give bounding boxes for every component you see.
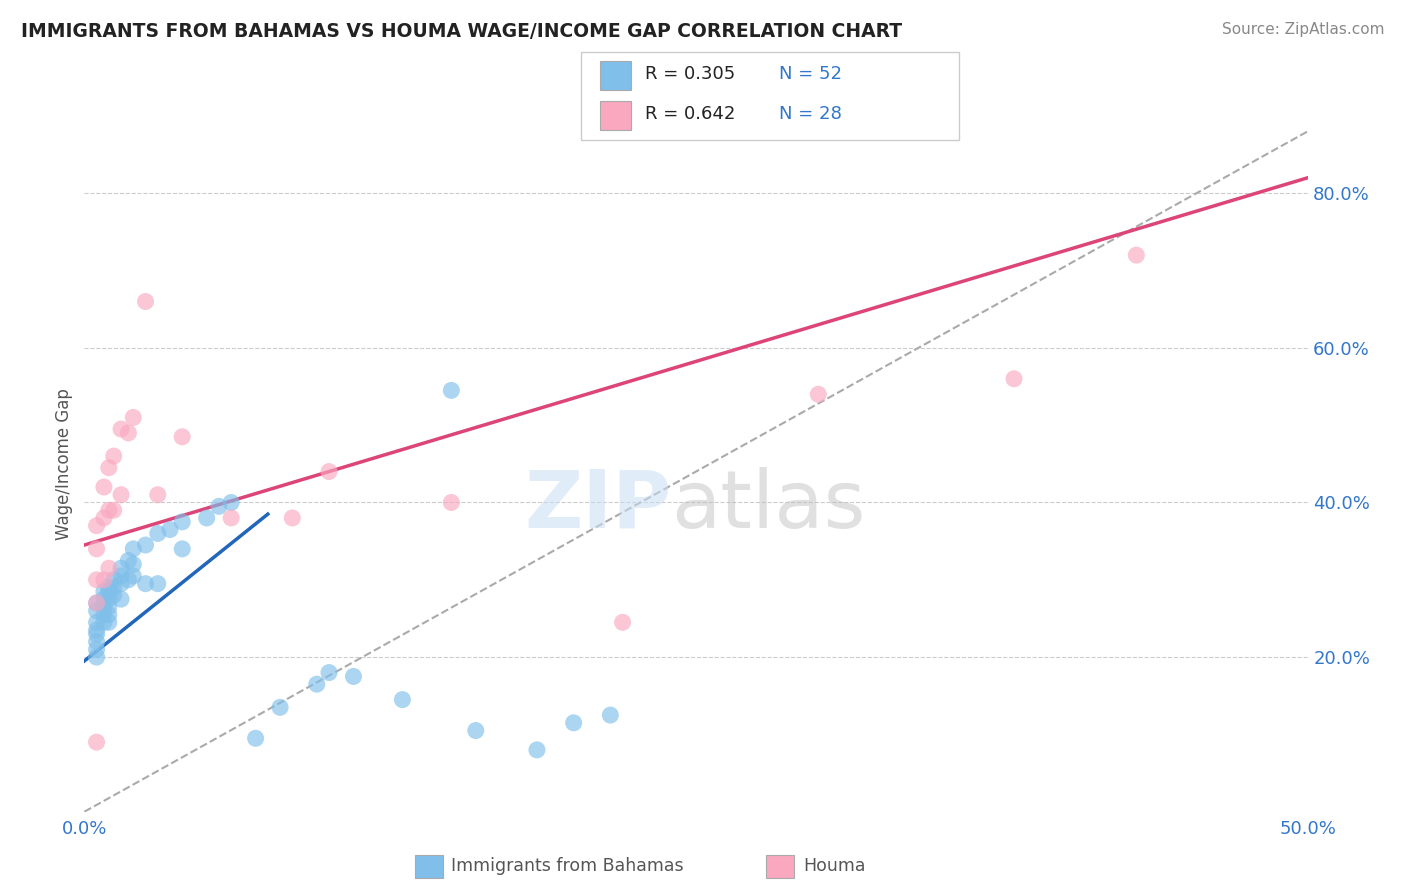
Point [117,553,139,567]
Point [97,599,120,614]
Point [93,592,115,607]
Point [93,615,115,630]
Point [318,665,340,680]
Point [122,558,145,572]
Point [172,541,194,556]
Point [391,692,413,706]
Point [86,642,108,657]
Point [269,700,291,714]
Point [86,634,108,648]
Point [93,607,115,622]
Point [93,584,115,599]
Point [97,607,120,622]
Point [135,538,157,552]
Text: N = 28: N = 28 [779,104,842,122]
Point [318,465,340,479]
Point [1125,248,1147,262]
Text: R = 0.305: R = 0.305 [645,65,735,83]
Point [305,677,328,691]
Point [86,623,108,637]
Point [103,588,125,602]
Point [122,410,145,425]
Text: R = 0.642: R = 0.642 [645,104,735,122]
Point [612,615,634,630]
Point [135,576,157,591]
Point [97,584,120,599]
Point [110,569,132,583]
Text: IMMIGRANTS FROM BAHAMAS VS HOUMA WAGE/INCOME GAP CORRELATION CHART: IMMIGRANTS FROM BAHAMAS VS HOUMA WAGE/IN… [21,22,903,41]
Point [146,576,169,591]
Text: Houma: Houma [803,857,865,875]
Point [93,573,115,587]
Text: N = 52: N = 52 [779,65,842,83]
Text: Source: ZipAtlas.com: Source: ZipAtlas.com [1222,22,1385,37]
Point [86,541,108,556]
Point [117,573,139,587]
Point [172,430,194,444]
Point [117,425,139,440]
Point [86,596,108,610]
Point [86,573,108,587]
Point [86,518,108,533]
Point [122,569,145,583]
Point [599,708,621,723]
Point [464,723,486,738]
Point [86,650,108,665]
Point [807,387,830,401]
Point [97,615,120,630]
Point [219,495,242,509]
Point [110,592,132,607]
Point [86,615,108,630]
Point [526,743,548,757]
Text: atlas: atlas [672,467,866,545]
Point [93,599,115,614]
Point [103,581,125,595]
Point [97,503,120,517]
Point [97,460,120,475]
Point [86,604,108,618]
Point [122,541,145,556]
Point [110,422,132,436]
Point [103,503,125,517]
Point [110,561,132,575]
Point [110,576,132,591]
Point [208,500,231,514]
Point [110,488,132,502]
Point [97,561,120,575]
Point [219,511,242,525]
Point [342,669,364,683]
Point [172,515,194,529]
Point [86,627,108,641]
Point [97,581,120,595]
Point [93,480,115,494]
Point [97,592,120,607]
Point [281,511,304,525]
Point [440,495,463,509]
Point [86,596,108,610]
Text: Immigrants from Bahamas: Immigrants from Bahamas [451,857,683,875]
Point [195,511,218,525]
Point [440,384,463,398]
Point [562,715,585,730]
Point [93,511,115,525]
Point [146,488,169,502]
Point [135,294,157,309]
Text: ZIP: ZIP [524,467,672,545]
Point [1002,372,1025,386]
Point [245,731,267,746]
Point [146,526,169,541]
Point [86,735,108,749]
Point [159,523,181,537]
Y-axis label: Wage/Income Gap: Wage/Income Gap [55,388,73,540]
Point [103,573,125,587]
Point [103,449,125,463]
